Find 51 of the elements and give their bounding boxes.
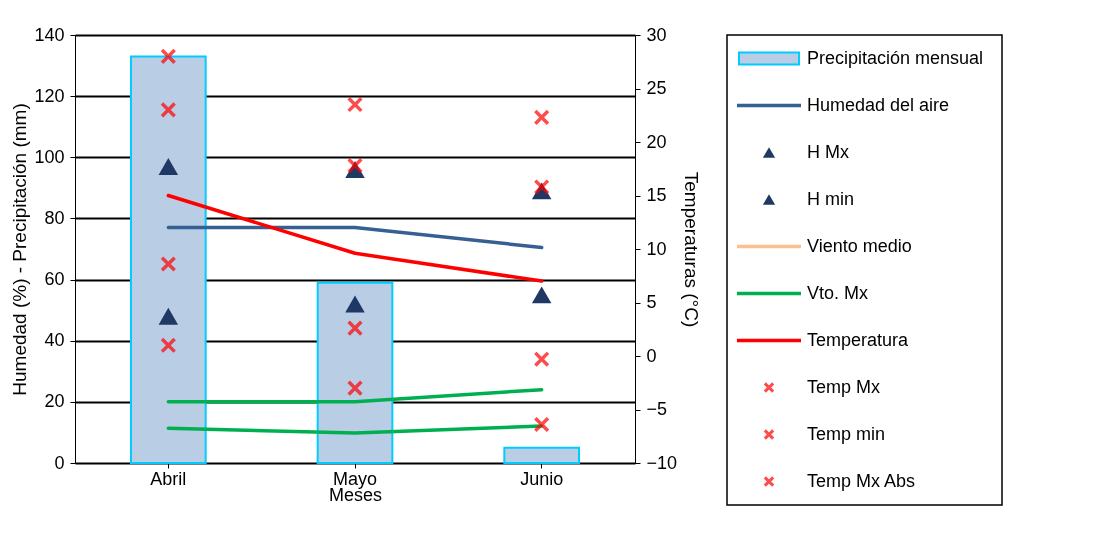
point bbox=[160, 101, 177, 118]
y-tick-label: 0 bbox=[54, 452, 65, 473]
legend-label: Viento medio bbox=[807, 235, 912, 256]
y-tick-label: 140 bbox=[34, 24, 65, 45]
y2-tick-label: 15 bbox=[646, 185, 667, 205]
point bbox=[160, 337, 177, 354]
y-tick-label: 20 bbox=[44, 391, 65, 412]
y-axis-title: Humedad (%) - Precipitación (mm) bbox=[9, 103, 31, 396]
y2-axis-title: Temperaturas (°C) bbox=[681, 171, 703, 328]
point bbox=[160, 255, 177, 273]
y2-tick-label: −5 bbox=[646, 399, 668, 419]
bar bbox=[316, 281, 394, 464]
y2-tick-label: 0 bbox=[646, 345, 657, 366]
y-tick-label: 100 bbox=[34, 146, 65, 167]
bar bbox=[503, 446, 580, 464]
legend-label: Precipitación mensual bbox=[807, 47, 984, 68]
y-tick-label: 120 bbox=[34, 85, 65, 106]
y2-tick-label: 30 bbox=[646, 24, 667, 45]
y-tick-label: 60 bbox=[44, 269, 65, 290]
point bbox=[158, 158, 179, 175]
point bbox=[346, 96, 364, 113]
x-tick-label: Junio bbox=[520, 468, 564, 489]
point bbox=[345, 295, 365, 313]
point bbox=[533, 109, 550, 126]
point bbox=[346, 157, 364, 174]
y2-tick-label: −10 bbox=[646, 452, 678, 473]
point bbox=[533, 416, 550, 433]
bar bbox=[130, 55, 207, 464]
point bbox=[531, 286, 552, 304]
point bbox=[160, 48, 177, 65]
legend-label: Temp Mx bbox=[807, 376, 881, 397]
legend-label: H Mx bbox=[807, 141, 849, 162]
point bbox=[533, 178, 550, 196]
x-tick-label: Mayo bbox=[332, 468, 378, 489]
legend-label: Temp Mx Abs bbox=[807, 470, 916, 491]
legend-label: Temp min bbox=[807, 423, 886, 444]
y-tick-label: 80 bbox=[44, 207, 65, 228]
point bbox=[533, 351, 550, 368]
y2-tick-label: 10 bbox=[646, 238, 667, 259]
y2-tick-label: 5 bbox=[646, 292, 657, 312]
y-tick-label: 40 bbox=[44, 330, 65, 351]
y2-tick-label: 20 bbox=[646, 131, 667, 152]
y2-tick-label: 25 bbox=[646, 78, 667, 98]
legend-label: Temperatura bbox=[807, 329, 910, 350]
point bbox=[346, 320, 364, 337]
legend-label: H min bbox=[807, 188, 855, 209]
point bbox=[158, 307, 179, 325]
point bbox=[346, 380, 364, 397]
legend-label: Vto. Mx bbox=[807, 282, 869, 303]
legend-label: Humedad del aire bbox=[807, 94, 950, 115]
x-tick-label: Abril bbox=[150, 468, 187, 489]
